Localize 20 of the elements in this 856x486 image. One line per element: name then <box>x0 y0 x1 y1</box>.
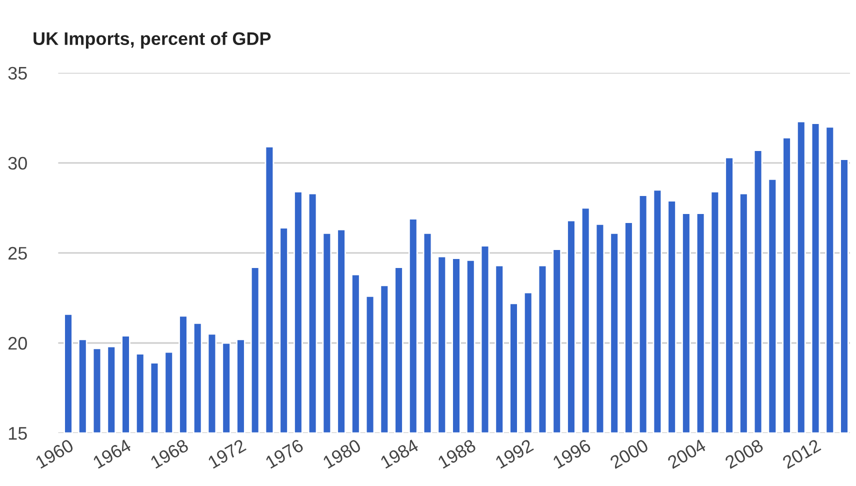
x-tick-label: 2012 <box>782 438 822 469</box>
x-tick-label: 1988 <box>437 438 477 469</box>
x-tick-label: 1996 <box>552 438 592 469</box>
y-tick-label: 30 <box>8 156 27 170</box>
x-tick-label: 1968 <box>150 438 190 469</box>
x-tick-label: 1972 <box>207 438 247 469</box>
x-tick-label: 1964 <box>92 438 132 469</box>
x-tick-label: 1980 <box>322 438 362 469</box>
x-tick-label: 1976 <box>264 438 304 469</box>
x-tick-label: 1960 <box>34 438 74 469</box>
x-tick-label: 1992 <box>494 438 534 469</box>
y-tick-label: 25 <box>8 246 27 260</box>
x-tick-label: 2008 <box>724 438 764 469</box>
chart-title: UK Imports, percent of GDP <box>34 32 271 49</box>
y-tick-label: 20 <box>8 336 27 350</box>
x-tick-label: 1984 <box>380 438 420 469</box>
y-tick-label: 15 <box>8 427 27 440</box>
x-tick-label: 2000 <box>609 438 650 469</box>
y-tick-label: 35 <box>8 66 27 80</box>
x-tick-label: 2004 <box>666 438 707 469</box>
